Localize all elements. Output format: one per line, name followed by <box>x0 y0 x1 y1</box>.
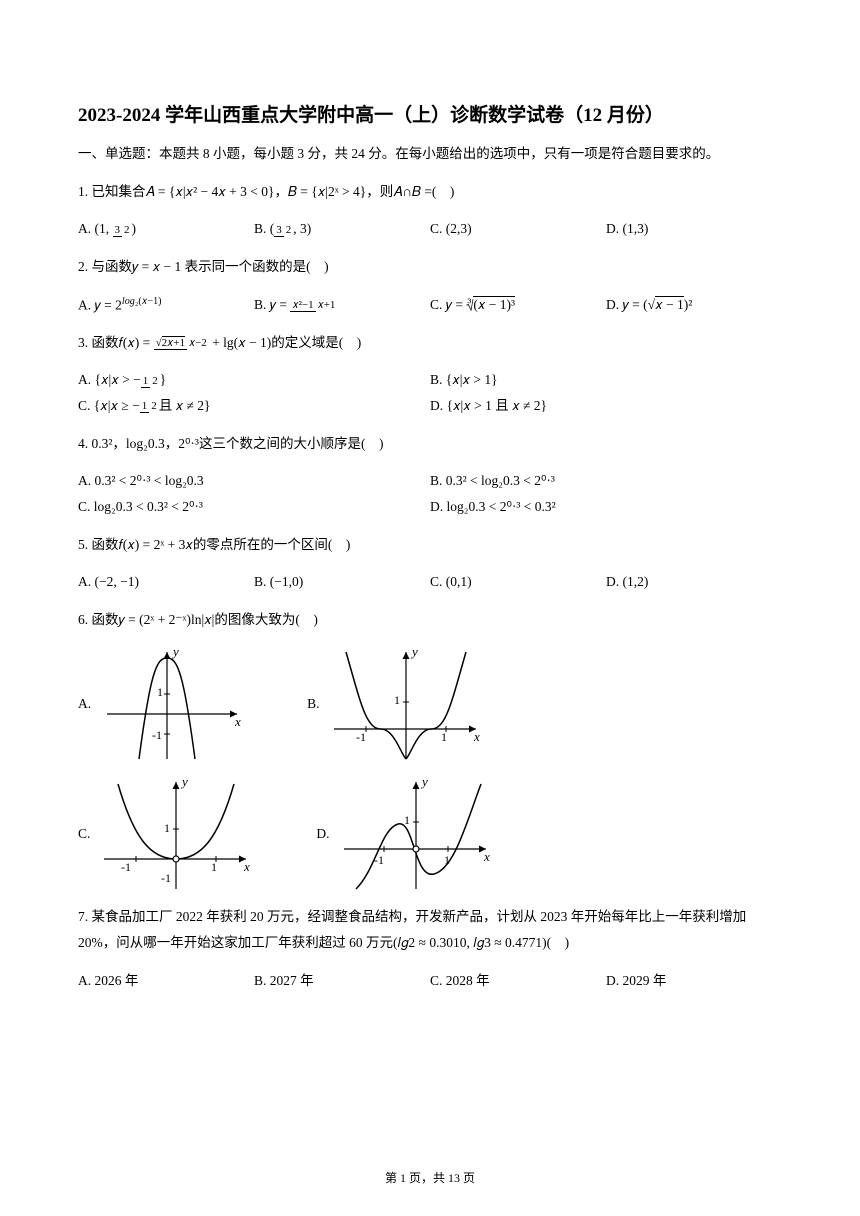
q3-opt-b: B. {𝑥|𝑥 > 1} <box>430 367 782 393</box>
question-6: 6. 函数𝑦 = (2ˣ + 2⁻ˣ)ln|𝑥|的图像大致为( ) <box>78 607 782 633</box>
svg-text:y: y <box>420 774 428 789</box>
svg-text:x: x <box>243 859 250 874</box>
q7-opt-c: C. 2028 年 <box>430 968 606 994</box>
q5-opt-a: A. (−2, −1) <box>78 569 254 595</box>
page-footer: 第 1 页，共 13 页 <box>0 1169 860 1186</box>
q1-options: A. (1, 32) B. (32, 3) C. (2,3) D. (1,3) <box>78 216 782 242</box>
q3-opt-a: A. {𝑥|𝑥 > −12} <box>78 367 430 393</box>
q5-opt-b: B. (−1,0) <box>254 569 430 595</box>
section-heading: 一、单选题：本题共 8 小题，每小题 3 分，共 24 分。在每小题给出的选项中… <box>78 143 782 165</box>
svg-text:y: y <box>410 644 418 659</box>
svg-text:-1: -1 <box>356 730 366 744</box>
q4-opt-b: B. 0.3² < log₂0.3 < 2⁰·³ <box>430 468 782 494</box>
q4-opt-c: C. log₂0.3 < 0.3² < 2⁰·³ <box>78 494 430 520</box>
q6-label-c: C. <box>78 826 90 842</box>
exam-title: 2023-2024 学年山西重点大学附中高一（上）诊断数学试卷（12 月份） <box>78 100 782 127</box>
q5-opt-c: C. (0,1) <box>430 569 606 595</box>
q6-graph-b: B. y x 1 -1 1 <box>307 644 485 764</box>
q6-row2: C. y x 1 -1 -1 1 D. y x 1 <box>78 774 782 894</box>
question-5: 5. 函数𝑓(𝑥) = 2ˣ + 3𝑥的零点所在的一个区间( ) <box>78 532 782 558</box>
q5-options: A. (−2, −1) B. (−1,0) C. (0,1) D. (1,2) <box>78 569 782 595</box>
svg-text:1: 1 <box>441 730 447 744</box>
q4-options: A. 0.3² < 2⁰·³ < log₂0.3 B. 0.3² < log₂0… <box>78 468 782 519</box>
graph-c-svg: y x 1 -1 -1 1 <box>96 774 256 894</box>
q4-opt-a: A. 0.3² < 2⁰·³ < log₂0.3 <box>78 468 430 494</box>
q6-graph-c: C. y x 1 -1 -1 1 <box>78 774 256 894</box>
question-1: 1. 已知集合𝐴 = {𝑥|𝑥² − 4𝑥 + 3 < 0}，𝐵 = {𝑥|2ˣ… <box>78 179 782 205</box>
question-3: 3. 函数𝑓(𝑥) = √2𝑥+1𝑥−2 + lg(𝑥 − 1)的定义域是( ) <box>78 330 782 356</box>
graph-d-svg: y x 1 -1 1 <box>336 774 496 894</box>
svg-text:x: x <box>473 729 480 744</box>
q1-opt-c: C. (2,3) <box>430 216 606 242</box>
q2-options: A. 𝑦 = 2log₂(𝑥−1) B. 𝑦 = 𝑥²−1𝑥+1 C. 𝑦 = … <box>78 292 782 318</box>
q6-label-d: D. <box>316 826 329 842</box>
q7-opt-a: A. 2026 年 <box>78 968 254 994</box>
q6-graph-a: A. y x 1 -1 <box>78 644 247 764</box>
svg-text:-1: -1 <box>152 728 162 742</box>
q6-graph-d: D. y x 1 -1 1 <box>316 774 495 894</box>
q1-opt-a: A. (1, 32) <box>78 216 254 242</box>
graph-b-svg: y x 1 -1 1 <box>326 644 486 764</box>
svg-text:-1: -1 <box>121 860 131 874</box>
svg-text:1: 1 <box>404 813 410 827</box>
svg-text:x: x <box>234 714 241 729</box>
q7-opt-b: B. 2027 年 <box>254 968 430 994</box>
q2-opt-b: B. 𝑦 = 𝑥²−1𝑥+1 <box>254 292 430 318</box>
svg-text:y: y <box>180 774 188 789</box>
question-7: 7. 某食品加工厂 2022 年获利 20 万元，经调整食品结构，开发新产品，计… <box>78 904 782 955</box>
question-2: 2. 与函数𝑦 = 𝑥 − 1 表示同一个函数的是( ) <box>78 254 782 280</box>
svg-text:x: x <box>483 849 490 864</box>
svg-text:-1: -1 <box>161 871 171 885</box>
q3-options: A. {𝑥|𝑥 > −12} B. {𝑥|𝑥 > 1} C. {𝑥|𝑥 ≥ −1… <box>78 367 782 418</box>
q2-opt-d: D. 𝑦 = (√𝑥 − 1)² <box>606 292 782 318</box>
svg-text:1: 1 <box>394 693 400 707</box>
graph-a-svg: y x 1 -1 <box>97 644 247 764</box>
question-4: 4. 0.3²，log₂0.3，2⁰·³这三个数之间的大小顺序是( ) <box>78 431 782 457</box>
svg-text:y: y <box>171 644 179 659</box>
q7-opt-d: D. 2029 年 <box>606 968 782 994</box>
q6-label-b: B. <box>307 696 319 712</box>
q3-opt-d: D. {𝑥|𝑥 > 1 且 𝑥 ≠ 2} <box>430 393 782 419</box>
q2-opt-c: C. 𝑦 = ∛(𝑥 − 1)³ <box>430 292 606 318</box>
q2-opt-a: A. 𝑦 = 2log₂(𝑥−1) <box>78 292 254 318</box>
q6-label-a: A. <box>78 696 91 712</box>
svg-text:1: 1 <box>164 821 170 835</box>
svg-text:1: 1 <box>211 860 217 874</box>
q5-opt-d: D. (1,2) <box>606 569 782 595</box>
q1-opt-d: D. (1,3) <box>606 216 782 242</box>
q3-opt-c: C. {𝑥|𝑥 ≥ −12且 𝑥 ≠ 2} <box>78 393 430 419</box>
q7-options: A. 2026 年 B. 2027 年 C. 2028 年 D. 2029 年 <box>78 968 782 994</box>
q1-opt-b: B. (32, 3) <box>254 216 430 242</box>
q4-opt-d: D. log₂0.3 < 2⁰·³ < 0.3² <box>430 494 782 520</box>
q6-row1: A. y x 1 -1 B. y x 1 -1 <box>78 644 782 764</box>
svg-text:1: 1 <box>157 685 163 699</box>
